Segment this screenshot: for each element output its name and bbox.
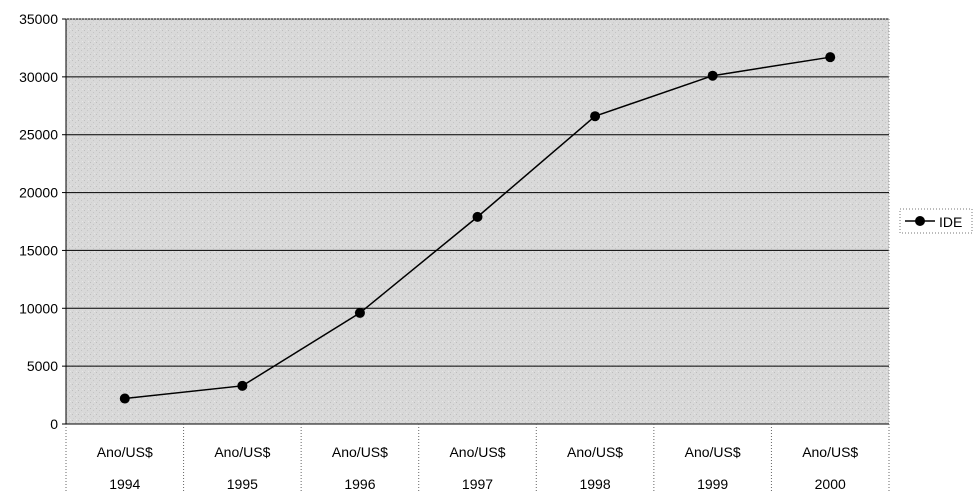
data-point [590, 111, 601, 122]
data-point [354, 307, 365, 318]
y-tick-label: 10000 [19, 300, 58, 316]
x-tick-label: Ano/US$ [802, 444, 858, 460]
y-tick-label: 25000 [19, 127, 58, 143]
axes [65, 18, 890, 425]
y-tick-label: 20000 [19, 185, 58, 201]
y-tick-label: 15000 [19, 242, 58, 258]
data-point [119, 393, 130, 404]
y-tick-label: 5000 [27, 358, 58, 374]
data-point [472, 211, 483, 222]
x-tick-label: Ano/US$ [685, 444, 741, 460]
x-tick-label: 1995 [227, 476, 258, 492]
x-axis-ticks: Ano/US$ 1994 Ano/US$ 1995 Ano/US$ 1996 Ano/US$… [65, 424, 890, 493]
legend-marker-swatch [915, 216, 925, 226]
x-tick-label: 1998 [579, 476, 610, 492]
y-tick-label: 0 [50, 416, 58, 432]
legend: IDE [899, 208, 973, 234]
legend-label: IDE [939, 214, 962, 230]
series-ide [119, 52, 836, 404]
x-tick-label: 1996 [344, 476, 375, 492]
y-tick-label: 30000 [19, 69, 58, 85]
x-tick-label: Ano/US$ [97, 444, 153, 460]
data-point [825, 52, 836, 63]
x-tick-label: 1994 [109, 476, 140, 492]
x-tick-label: Ano/US$ [214, 444, 270, 460]
x-tick-label: 1997 [462, 476, 493, 492]
x-tick-label: 1999 [697, 476, 728, 492]
x-tick-label: 2000 [815, 476, 846, 492]
x-tick-label: Ano/US$ [567, 444, 623, 460]
x-tick-label: Ano/US$ [449, 444, 505, 460]
x-tick-label: Ano/US$ [332, 444, 388, 460]
y-axis-ticks: 0 5000 10000 15000 20000 25000 30000 35000 [19, 11, 66, 432]
gridlines [66, 18, 889, 367]
data-point [707, 70, 718, 81]
data-point [237, 380, 248, 391]
y-tick-label: 35000 [19, 11, 58, 27]
